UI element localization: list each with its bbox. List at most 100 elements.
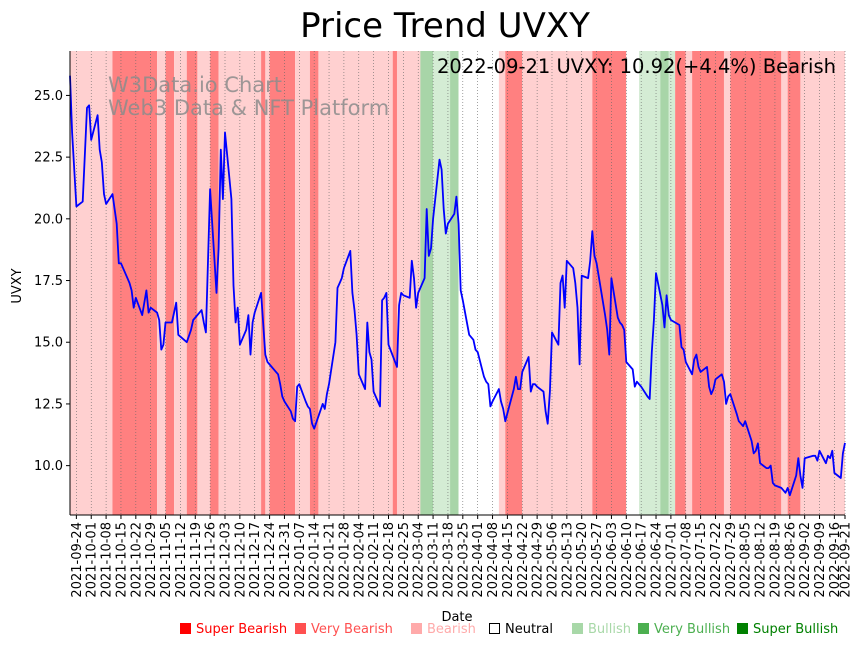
legend-label-6: Super Bullish xyxy=(753,622,838,637)
legend-label-1: Very Bearish xyxy=(311,622,393,637)
x-tick-label-7: 2021-11-12 xyxy=(174,522,189,598)
regime-band-15 xyxy=(392,51,397,515)
watermark-line-1: W3Data.io Chart xyxy=(108,73,282,97)
x-tick-label-35: 2022-05-27 xyxy=(590,522,605,598)
regime-band-17 xyxy=(420,51,434,515)
legend-swatch-3 xyxy=(489,623,500,634)
regime-band-19 xyxy=(450,51,459,515)
x-tick-label-32: 2022-05-06 xyxy=(545,522,560,598)
regime-band-21 xyxy=(498,51,506,515)
x-tick-label-2: 2021-10-08 xyxy=(100,522,115,598)
legend-swatch-6 xyxy=(737,623,748,634)
regime-band-14 xyxy=(318,51,393,515)
y-tick-label-5: 22.5 xyxy=(34,151,63,166)
chart-title: Price Trend UVXY xyxy=(300,6,590,46)
regime-band-3 xyxy=(165,51,175,515)
legend-swatch-5 xyxy=(638,623,649,634)
x-tick-label-6: 2021-11-05 xyxy=(159,522,174,598)
latest-annotation: 2022-09-21 UVXY: 10.92(+4.4%) Bearish xyxy=(437,55,836,78)
x-tick-label-46: 2022-08-12 xyxy=(754,522,769,598)
regime-band-29 xyxy=(675,51,686,515)
regime-band-34 xyxy=(781,51,788,515)
x-tick-label-25: 2022-03-18 xyxy=(441,522,456,598)
regime-band-9 xyxy=(261,51,266,515)
legend-swatch-0 xyxy=(180,623,191,634)
legend-label-0: Super Bearish xyxy=(196,622,287,637)
x-ticks: 2021-09-24 2021-10-01 2021-10-08 2021-10-15… xyxy=(70,515,854,598)
regime-band-33 xyxy=(730,51,782,515)
regime-band-18 xyxy=(433,51,451,515)
x-tick-label-38: 2022-06-17 xyxy=(635,522,650,598)
x-tick-label-4: 2021-10-22 xyxy=(129,522,144,598)
x-tick-label-18: 2022-01-28 xyxy=(337,522,352,598)
legend: Super Bearish Very Bearish Bearish Neutral B… xyxy=(180,622,838,637)
x-tick-label-49: 2022-09-02 xyxy=(798,522,813,598)
regime-band-7 xyxy=(210,51,219,515)
x-tick-label-29: 2022-04-15 xyxy=(501,522,516,598)
x-tick-label-21: 2022-02-18 xyxy=(382,522,397,598)
x-tick-label-0: 2021-09-24 xyxy=(70,522,85,598)
regime-bands xyxy=(70,51,845,515)
regime-band-20 xyxy=(458,51,499,515)
x-tick-label-9: 2021-11-26 xyxy=(204,522,219,598)
x-tick-label-33: 2022-05-13 xyxy=(560,522,575,598)
x-tick-label-43: 2022-07-22 xyxy=(709,522,724,598)
x-tick-label-19: 2022-02-04 xyxy=(352,522,367,598)
y-tick-label-6: 25.0 xyxy=(34,89,63,104)
x-tick-label-15: 2022-01-07 xyxy=(293,522,308,598)
x-tick-label-45: 2022-08-05 xyxy=(739,522,754,598)
regime-band-2 xyxy=(157,51,166,515)
x-tick-label-20: 2022-02-11 xyxy=(367,522,382,598)
regime-band-12 xyxy=(295,51,310,515)
x-tick-label-37: 2022-06-10 xyxy=(620,522,635,598)
x-tick-label-31: 2022-04-29 xyxy=(531,522,546,598)
x-tick-label-5: 2021-10-29 xyxy=(144,522,159,598)
y-tick-label-4: 20.0 xyxy=(34,212,63,227)
y-tick-label-1: 12.5 xyxy=(34,397,63,412)
regime-band-27 xyxy=(660,51,669,515)
legend-swatch-1 xyxy=(295,623,306,634)
legend-label-4: Bullish xyxy=(588,622,631,637)
x-tick-label-8: 2021-11-19 xyxy=(189,522,204,598)
legend-label-2: Bearish xyxy=(427,622,476,637)
regime-band-10 xyxy=(265,51,270,515)
y-ticks: 10.0 12.5 15.0 17.5 20.0 22.5 25.0 xyxy=(34,89,70,474)
x-tick-label-51: 2022-09-16 xyxy=(828,522,843,598)
regime-band-36 xyxy=(800,51,845,515)
x-axis-label: Date xyxy=(441,610,472,625)
x-tick-label-14: 2021-12-31 xyxy=(278,522,293,598)
legend-label-5: Very Bullish xyxy=(654,622,730,637)
regime-band-22 xyxy=(505,51,523,515)
y-tick-label-0: 10.0 xyxy=(34,459,63,474)
x-tick-label-10: 2021-12-03 xyxy=(219,522,234,598)
x-tick-label-40: 2022-07-01 xyxy=(664,522,679,598)
regime-band-35 xyxy=(787,51,801,515)
x-tick-label-34: 2022-05-20 xyxy=(575,522,590,598)
x-tick-label-44: 2022-07-29 xyxy=(724,522,739,598)
y-axis-label: UVXY xyxy=(10,268,25,303)
x-tick-label-12: 2021-12-17 xyxy=(248,522,263,598)
regime-band-11 xyxy=(269,51,296,515)
y-tick-label-3: 17.5 xyxy=(34,274,63,289)
regime-band-24 xyxy=(592,51,627,515)
regime-band-26 xyxy=(639,51,661,515)
x-tick-label-41: 2022-07-08 xyxy=(679,522,694,598)
x-tick-label-23: 2022-03-04 xyxy=(412,522,427,598)
x-tick-label-17: 2022-01-21 xyxy=(323,522,338,598)
regime-band-1 xyxy=(112,51,158,515)
legend-swatch-4 xyxy=(572,623,583,634)
regime-band-25 xyxy=(626,51,640,515)
x-tick-label-30: 2022-04-22 xyxy=(516,522,531,598)
legend-label-3: Neutral xyxy=(505,622,553,637)
watermark-line-2: Web3 Data & NFT Platform xyxy=(108,96,389,120)
x-tick-label-27: 2022-04-01 xyxy=(471,522,486,598)
x-tick-label-50: 2022-09-09 xyxy=(813,522,828,598)
regime-band-6 xyxy=(197,51,211,515)
x-tick-label-24: 2022-03-11 xyxy=(427,522,442,598)
x-tick-label-3: 2021-10-15 xyxy=(114,522,129,598)
x-tick-label-26: 2022-03-25 xyxy=(456,522,471,598)
regime-band-30 xyxy=(685,51,693,515)
x-tick-label-22: 2022-02-25 xyxy=(397,522,412,598)
regime-band-16 xyxy=(396,51,421,515)
x-tick-label-11: 2021-12-10 xyxy=(233,522,248,598)
